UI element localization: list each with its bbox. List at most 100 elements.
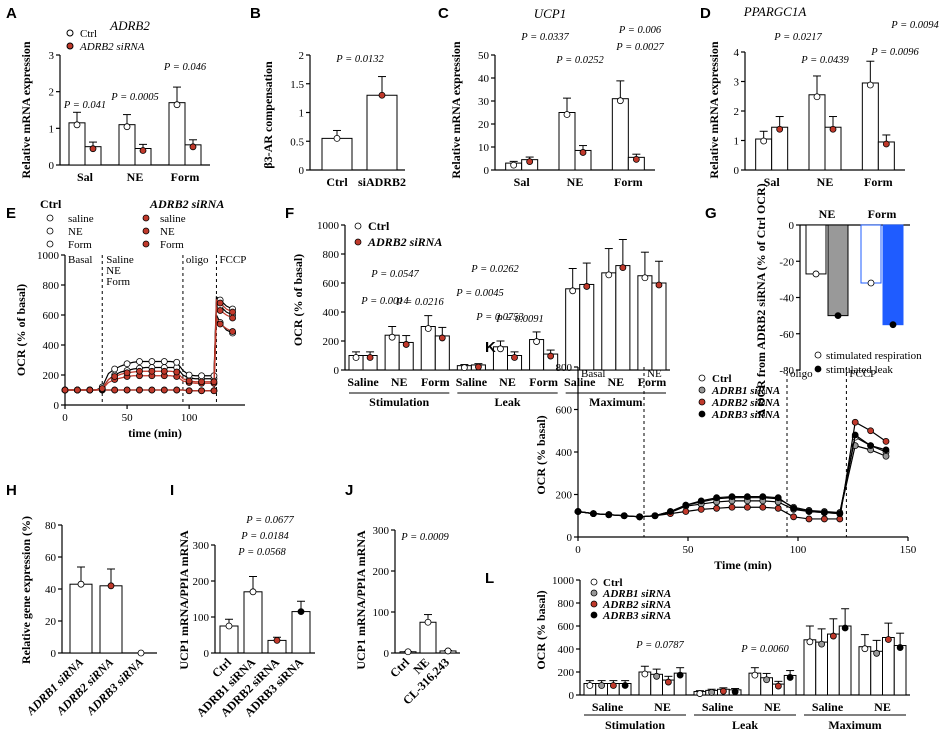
- D-bar: [824, 126, 842, 171]
- panel-letter-E: E: [6, 205, 16, 222]
- K-point: [774, 494, 782, 502]
- L-point: [586, 682, 594, 689]
- K-point: [651, 512, 659, 520]
- I-bar: [243, 591, 263, 654]
- E-legend-si-title: ADRB2 siRNA: [149, 197, 224, 211]
- E-xtick-label: 0: [62, 412, 68, 424]
- G-cat-label: NE: [819, 207, 836, 221]
- C-ytick-label: 30: [478, 96, 490, 108]
- L-point: [861, 645, 869, 653]
- L-legend-item: ADRB3 siRNA: [602, 610, 671, 622]
- F-ylabel: OCR (% of basal): [291, 254, 305, 346]
- K-point: [851, 431, 859, 439]
- K-point: [774, 504, 782, 512]
- G-bar: [827, 224, 849, 317]
- G-ytick-label: -20: [779, 256, 794, 268]
- G-point: [834, 312, 842, 320]
- H-ytick-label: 0: [51, 648, 57, 660]
- B-ytick-label: 0.5: [290, 136, 304, 148]
- C-title: UCP1: [534, 6, 567, 21]
- F-pvalue: P = 0.0045: [455, 288, 503, 299]
- E-legend-ctrl-item: Form: [68, 239, 92, 251]
- F-point: [388, 333, 396, 341]
- K-xtick-label: 100: [790, 544, 807, 556]
- F-point: [460, 364, 468, 372]
- L-point: [731, 688, 739, 696]
- J-point: [444, 647, 452, 655]
- K-point: [697, 505, 705, 513]
- L-ylabel: OCR (% basal): [534, 590, 548, 669]
- B-ytick-label: 0: [299, 165, 305, 177]
- C-pvalue: P = 0.0252: [555, 55, 604, 66]
- E-point: [98, 385, 106, 392]
- L-point: [696, 690, 704, 697]
- K-point: [574, 508, 582, 515]
- F-legend-si: ADRB2 siRNA: [367, 235, 442, 249]
- E-xtick-label: 50: [122, 412, 134, 424]
- B-ytick-label: 2: [299, 50, 305, 62]
- E-point: [198, 387, 205, 395]
- L-bar: [803, 639, 817, 696]
- L-ytick-label: 0: [569, 690, 575, 702]
- D-pvalue: P = 0.0096: [870, 47, 919, 58]
- L-cat-label: Saline: [592, 700, 624, 714]
- E-point: [216, 299, 224, 307]
- K-point: [620, 512, 628, 520]
- F-pvalue: P = 0.0262: [470, 264, 519, 275]
- F-cat-label: NE: [499, 375, 516, 389]
- H-ytick-label: 40: [45, 584, 57, 596]
- F-bar: [651, 282, 667, 371]
- A-legend-si-marker: [66, 42, 74, 50]
- H-ytick-label: 80: [45, 520, 57, 532]
- J-ytick-label: 200: [373, 566, 390, 578]
- J-ytick-label: 300: [373, 525, 390, 537]
- E-point: [123, 360, 131, 368]
- L-point: [884, 636, 892, 643]
- G-legend-resp-marker: [814, 351, 822, 359]
- K-legend-marker: [698, 386, 706, 394]
- F-point: [619, 264, 627, 272]
- E-point: [210, 378, 218, 386]
- D-ytick-label: 0: [734, 165, 740, 177]
- E-point: [229, 308, 236, 316]
- F-point: [641, 274, 649, 282]
- panel-letter-J: J: [345, 482, 353, 499]
- D-cat-label: Sal: [764, 175, 781, 189]
- L-point: [664, 678, 672, 686]
- E-ytick-label: 800: [43, 280, 60, 292]
- L-point: [896, 644, 904, 651]
- D-point: [813, 93, 821, 101]
- K-xtick-label: 0: [575, 544, 581, 556]
- A-pvalue: P = 0.041: [63, 100, 106, 111]
- I-pvalue: P = 0.0677: [245, 515, 294, 526]
- L-bar: [870, 650, 883, 696]
- J-ytick-label: 0: [384, 648, 390, 660]
- I-ytick-label: 200: [193, 576, 210, 588]
- K-phase-oligo: oligo: [790, 368, 813, 380]
- G-point: [867, 279, 875, 287]
- F-bar: [579, 283, 595, 371]
- A-point: [173, 101, 181, 109]
- L-point: [818, 640, 826, 648]
- F-cat-label: NE: [607, 375, 624, 389]
- K-phase-fccp: FCCP: [849, 368, 876, 380]
- E-series-line: [65, 316, 233, 392]
- K-point: [882, 437, 890, 445]
- L-ytick-label: 200: [558, 667, 575, 679]
- K-point: [759, 493, 767, 501]
- D-cat-label: NE: [817, 175, 834, 189]
- D-ylabel: Relative mRNA expression: [707, 41, 721, 178]
- J-ytick-label: 100: [373, 607, 390, 619]
- F-point: [352, 354, 360, 361]
- E-point: [160, 358, 168, 365]
- E-point: [160, 367, 168, 375]
- K-xlabel: Time (min): [714, 558, 771, 572]
- F-pvalue: P = 0.0547: [370, 269, 419, 280]
- H-ylabel: Relative gene expression (%): [19, 516, 33, 664]
- L-legend-marker: [590, 611, 598, 619]
- L-point: [774, 682, 782, 690]
- H-point: [77, 580, 85, 588]
- L-legend-item: ADRB1 siRNA: [602, 588, 671, 600]
- E-legend-ctrl-title: Ctrl: [40, 197, 62, 211]
